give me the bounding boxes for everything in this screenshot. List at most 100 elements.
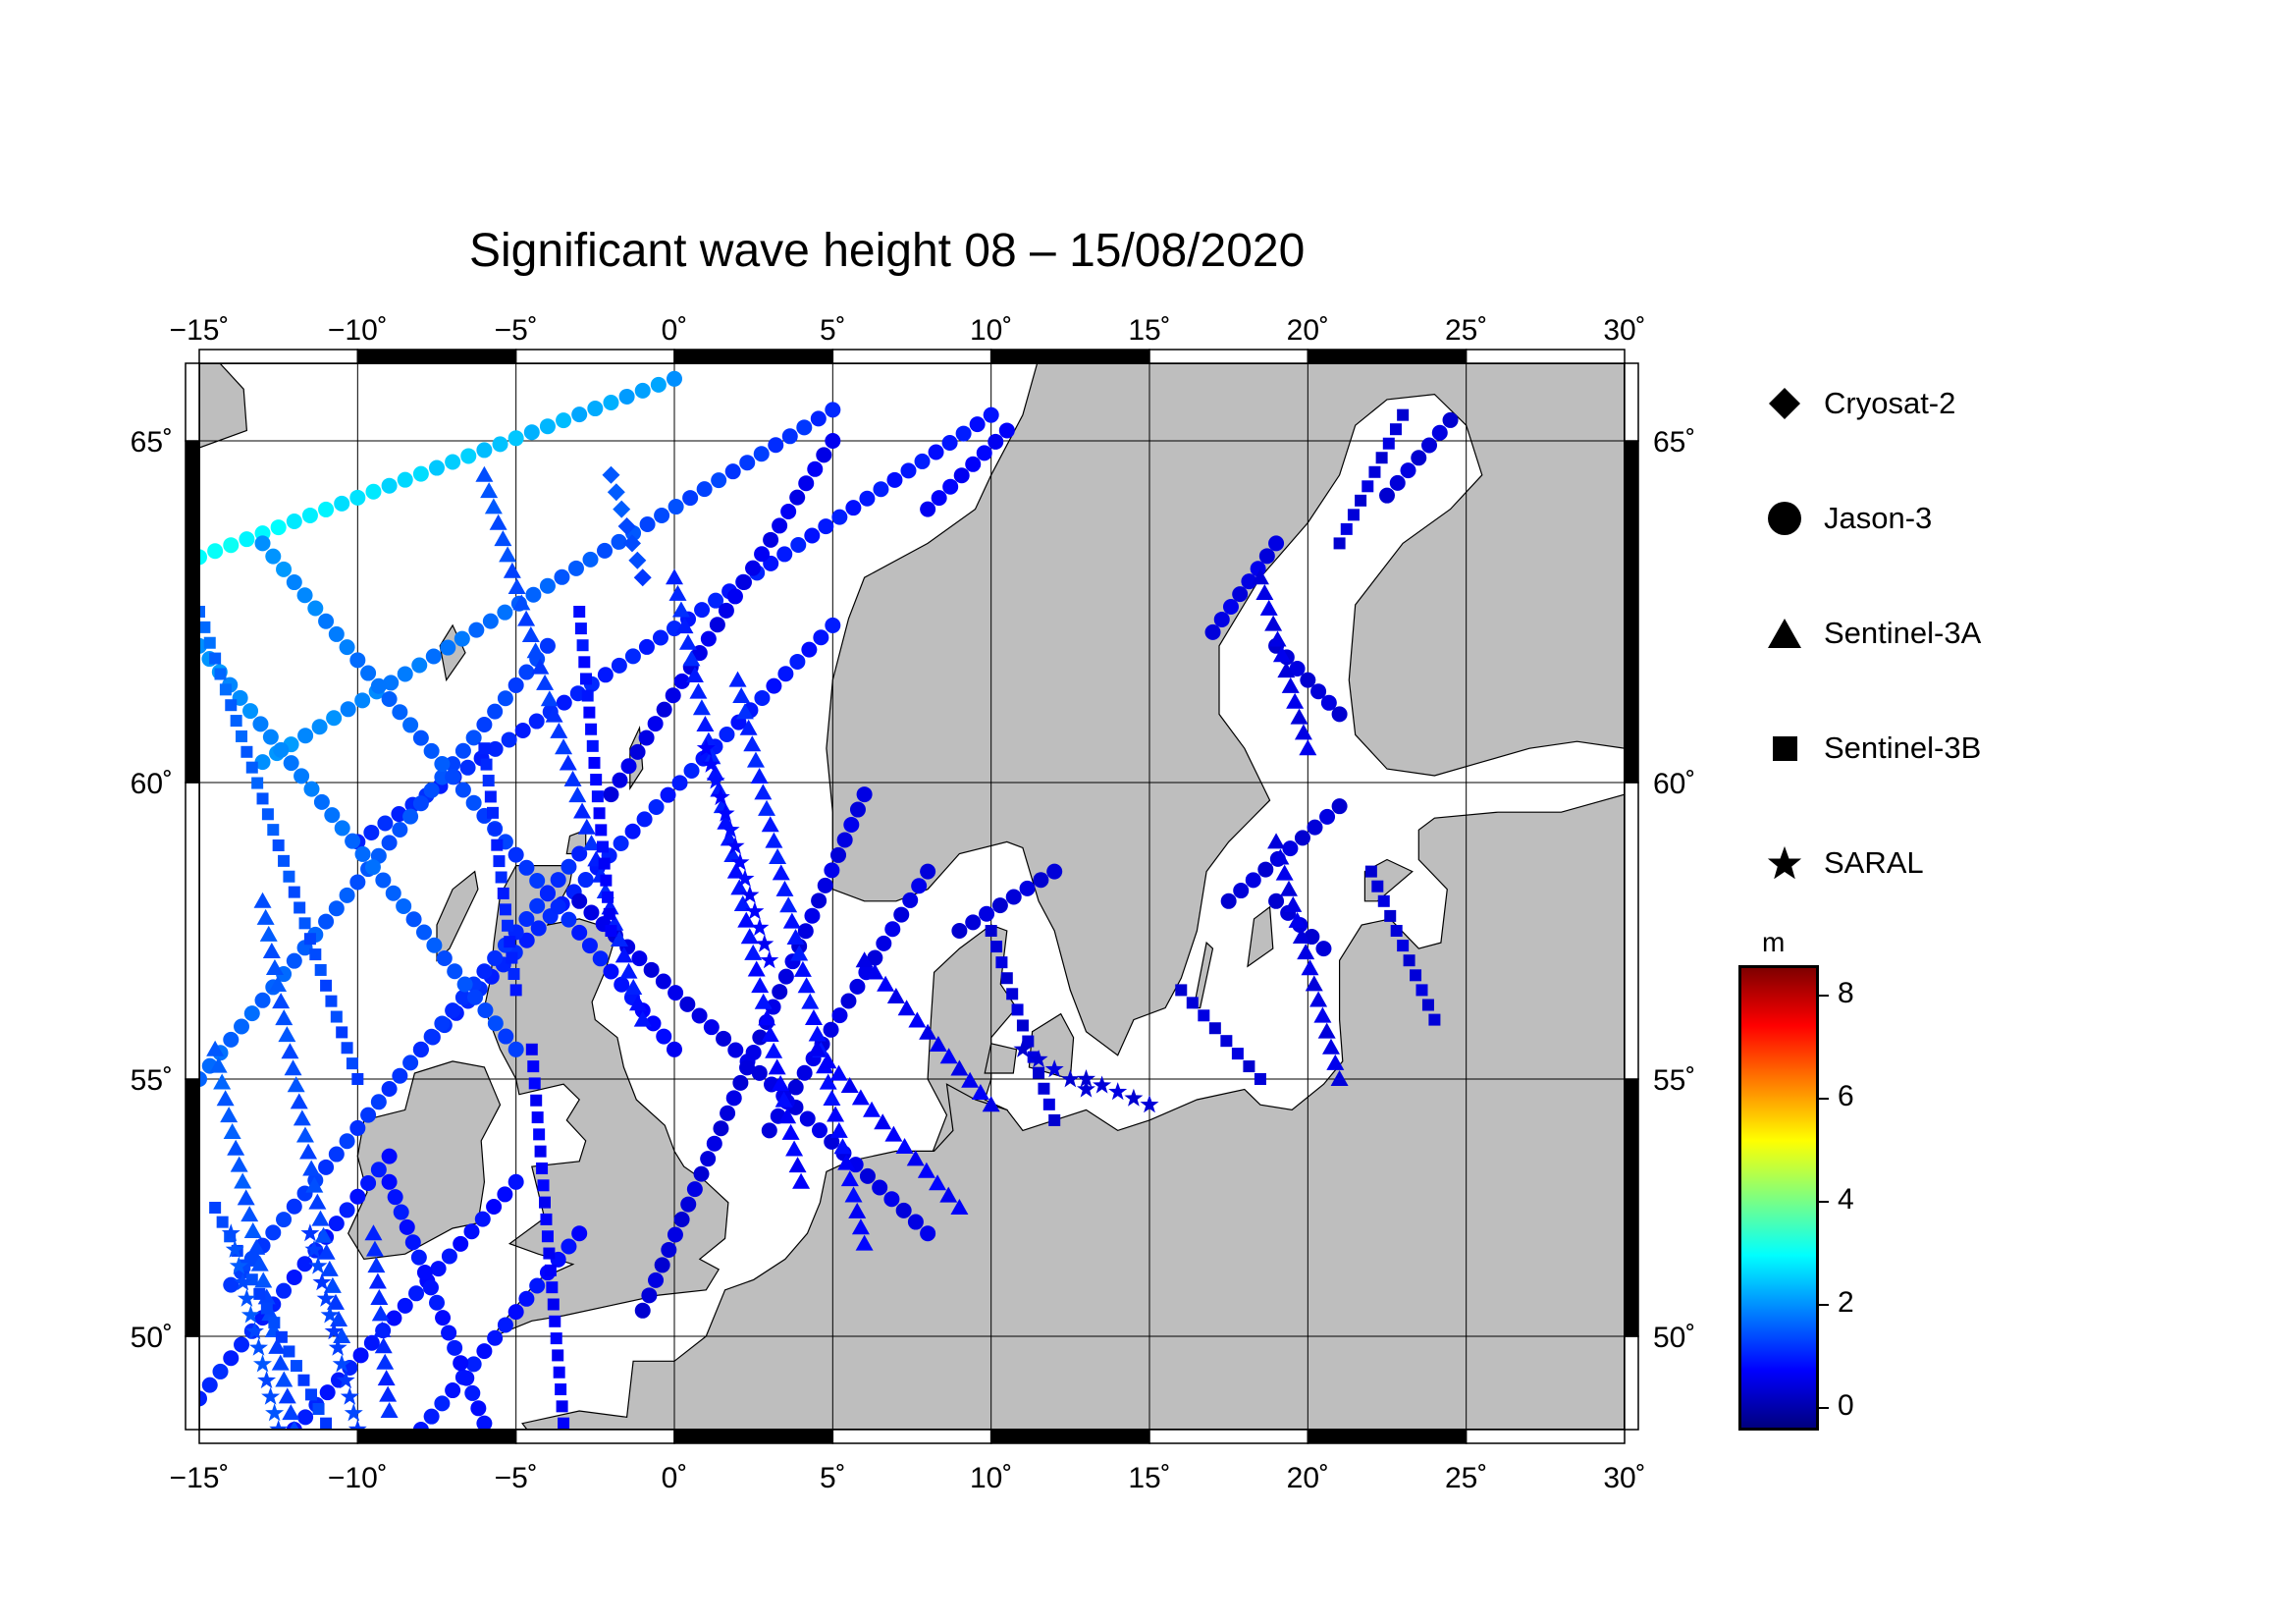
circle-point <box>408 1285 425 1302</box>
circle-point <box>777 968 794 985</box>
star-point <box>237 1288 256 1307</box>
lat-label-left: 60˚ <box>131 768 173 800</box>
square-point <box>527 1060 540 1073</box>
circle-point <box>477 1002 494 1019</box>
triangle-point <box>929 1035 947 1052</box>
triangle-point <box>1251 568 1269 585</box>
triangle-point <box>751 977 770 994</box>
triangle-point <box>692 699 711 716</box>
circle-point <box>387 1189 403 1206</box>
square-point <box>297 1374 310 1386</box>
triangle-point <box>628 995 647 1011</box>
triangle-point <box>666 568 683 585</box>
triangle-point <box>536 674 555 690</box>
circle-point <box>349 1119 366 1136</box>
circle-point <box>720 1105 736 1121</box>
square-point <box>595 824 608 837</box>
circle-point <box>603 786 619 803</box>
circle-point <box>745 1044 762 1060</box>
circle-point <box>425 648 442 665</box>
circle-point <box>339 1133 355 1150</box>
square-point <box>583 706 596 719</box>
square-point <box>225 699 238 712</box>
circle-point <box>766 677 782 694</box>
triangle-point <box>299 1143 318 1160</box>
star-point <box>760 950 779 969</box>
circle-point <box>525 586 542 603</box>
circle-point <box>693 1165 710 1182</box>
triangle-point <box>827 1106 845 1122</box>
circle-point <box>638 638 655 655</box>
circle-point <box>789 653 806 670</box>
star-point <box>347 1420 367 1430</box>
triangle-point <box>737 911 756 928</box>
star-point <box>304 1239 324 1258</box>
circle-point <box>381 477 398 494</box>
star-point <box>730 852 750 871</box>
circle-point <box>787 1079 804 1096</box>
square-point <box>497 887 509 899</box>
legend-label: Cryosat-2 <box>1824 386 1956 420</box>
circle-point <box>667 1226 683 1243</box>
triangle-point <box>793 960 812 977</box>
circle-point <box>883 1191 900 1208</box>
circle-point <box>976 445 992 461</box>
circle-point <box>796 419 813 436</box>
frame-band-left <box>185 440 200 784</box>
triangle-point <box>278 1387 296 1404</box>
triangle-point <box>829 1064 848 1081</box>
triangle-point <box>733 894 752 911</box>
triangle-icon <box>1767 616 1802 651</box>
triangle-point <box>269 976 288 993</box>
lat-label-right: 55˚ <box>1653 1064 1695 1097</box>
triangle-point <box>275 1009 294 1026</box>
triangle-point <box>484 498 503 514</box>
circle-point <box>318 913 335 930</box>
circle-point <box>597 542 614 559</box>
frame-band-left <box>185 362 200 442</box>
square-point <box>1364 865 1377 878</box>
circle-point <box>254 754 271 771</box>
triangle-point <box>1259 599 1278 616</box>
triangle-point <box>765 832 783 848</box>
circle-point <box>776 546 793 563</box>
square-point <box>1384 909 1397 922</box>
circle-point <box>303 781 320 797</box>
circle-point <box>286 574 302 591</box>
map-frame <box>185 349 1639 1444</box>
circle-point <box>754 546 771 563</box>
square-point <box>603 907 615 920</box>
circle-point <box>656 701 672 718</box>
circle-point <box>377 815 394 832</box>
circle-point <box>772 517 788 534</box>
square-point <box>1186 997 1199 1009</box>
square-point <box>1368 465 1381 478</box>
circle-point <box>296 587 313 604</box>
circle-point <box>884 921 901 938</box>
circle-point <box>694 602 711 619</box>
circle-point <box>507 1041 524 1057</box>
star-point <box>240 1305 260 1324</box>
circle-point <box>423 742 440 759</box>
circle-point <box>381 690 398 707</box>
circle-point <box>349 489 366 506</box>
circle-point <box>458 1370 475 1386</box>
circle-point <box>648 799 665 816</box>
colorbar-tick-mark <box>1819 1304 1829 1306</box>
triangle-point <box>308 1193 327 1210</box>
circle-point <box>445 769 461 785</box>
triangle-point <box>740 928 759 945</box>
circle-point <box>487 703 504 720</box>
triangle-point <box>743 735 762 752</box>
circle-point <box>859 1167 876 1184</box>
circle-point <box>673 1212 690 1228</box>
circle-point <box>1442 411 1459 428</box>
triangle-point <box>330 1310 348 1326</box>
circle-point <box>907 1214 924 1230</box>
star-point <box>328 1337 347 1356</box>
circle-point <box>416 1265 433 1280</box>
triangle-point <box>897 1000 916 1016</box>
circle-point <box>383 675 400 691</box>
square-point <box>283 1345 295 1358</box>
triangle-point <box>517 610 536 626</box>
